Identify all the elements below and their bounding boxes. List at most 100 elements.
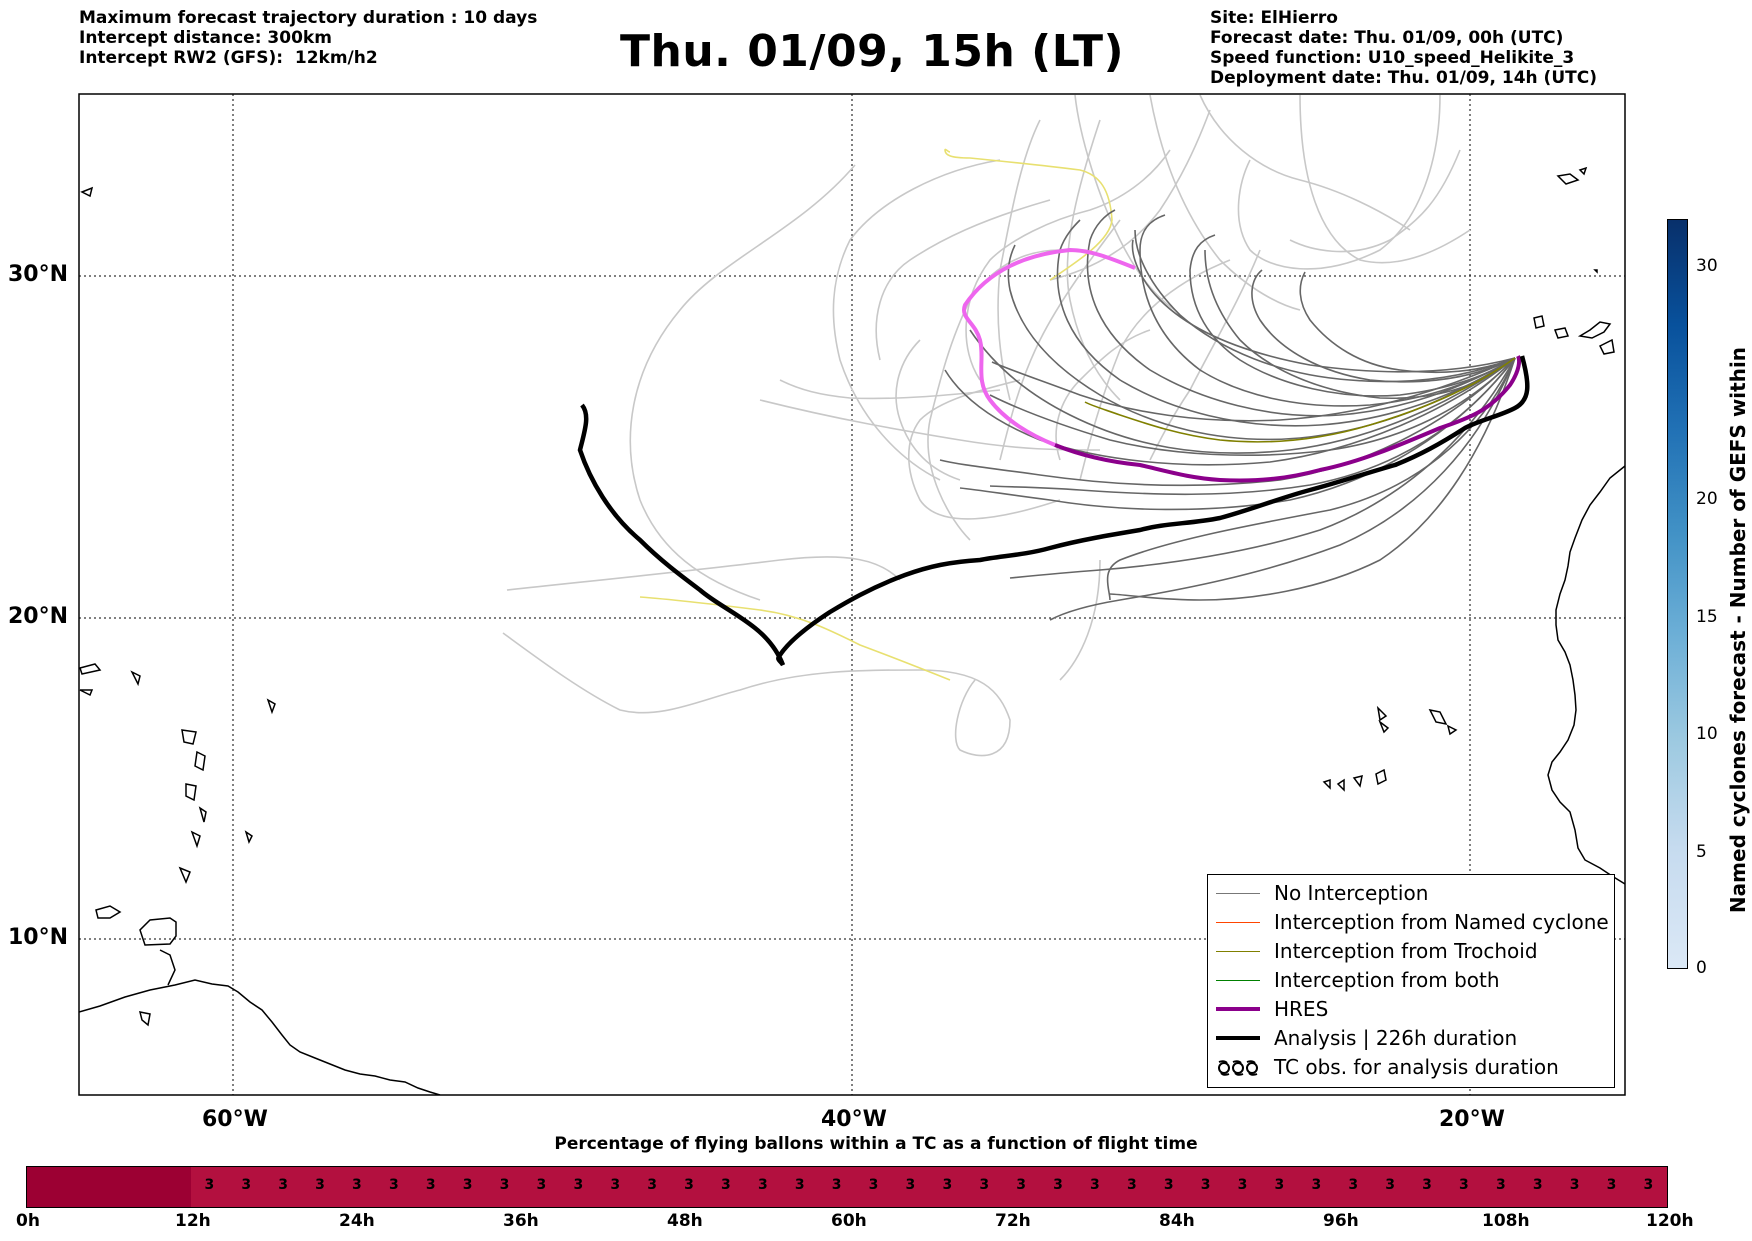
map-frame (78, 93, 1626, 1096)
colorbar-tick-0: 0 (1696, 958, 1707, 978)
tc-bar-tick-label: 36h (503, 1211, 539, 1231)
tc-bar-cell: 3 (1643, 1177, 1654, 1193)
tc-bar-cell: 3 (1606, 1177, 1617, 1193)
tc-bar-cell: 3 (1237, 1177, 1248, 1193)
caribbean-islands-1 (159, 949, 176, 986)
tc-bar-tick-label: 84h (1159, 1211, 1195, 1231)
colorbar-tick-10: 10 (1696, 724, 1718, 744)
no-interception-tracks (939, 209, 1516, 621)
page-title: Thu. 01/09, 15h (LT) (620, 26, 1125, 77)
lat-label-10n: 10°N (8, 925, 69, 950)
tc-bar-cell: 3 (499, 1177, 510, 1193)
tc-bar-cell: 3 (1532, 1177, 1543, 1193)
island-d (194, 750, 206, 772)
canary-small (1593, 269, 1598, 274)
named-cyclones-colorbar (1667, 219, 1688, 969)
tc-bar-cell: 3 (979, 1177, 990, 1193)
tc-bar-cell: 3 (1090, 1177, 1100, 1193)
island-f (178, 866, 191, 884)
line-orange-icon (1216, 921, 1260, 923)
legend-item-named-cyclone: Interception from Named cyclone (1216, 908, 1609, 936)
tc-bar-cell: 3 (315, 1177, 325, 1193)
tc-bar-cell: 3 (1348, 1177, 1359, 1193)
tc-bar-cell: 3 (1495, 1177, 1506, 1193)
line-green-icon (1216, 979, 1260, 981)
tc-bar-cell: 3 (1422, 1177, 1432, 1193)
tc-bar-cell: 3 (1459, 1177, 1469, 1193)
tc-bar-cell: 3 (942, 1177, 953, 1193)
hres-track (1054, 355, 1521, 483)
tc-bar-tick-label: 72h (995, 1211, 1031, 1231)
line-olive-icon (1216, 950, 1260, 952)
forecast-date-text: Forecast date: Thu. 01/09, 00h (UTC) (1210, 28, 1564, 48)
lat-label-20n: 20°N (8, 604, 69, 629)
madeira-islands (1556, 166, 1588, 185)
tc-bar-cell: 3 (610, 1177, 621, 1193)
colorbar-tick-15: 15 (1696, 607, 1718, 627)
deployment-date-text: Deployment date: Thu. 01/09, 14h (UTC) (1210, 68, 1597, 88)
map-grid (79, 94, 1625, 1095)
colorbar-title: Named cyclones forecast - Number of GEFS… (1726, 346, 1752, 914)
tc-bar-cell: 3 (1274, 1177, 1285, 1193)
line-black-thick-icon (1216, 1036, 1260, 1040)
tc-bar-cell: 3 (905, 1177, 916, 1193)
map-legend: No Interception Interception from Named … (1207, 874, 1615, 1088)
colorbar-tick-20: 20 (1696, 489, 1718, 509)
island-i (244, 830, 253, 845)
tc-bar-cell: 3 (1311, 1177, 1322, 1193)
tc-bar-title: Percentage of flying ballons within a TC… (554, 1134, 1198, 1154)
tc-bar-cell: 3 (1126, 1177, 1137, 1193)
south-america-coast (79, 979, 441, 1095)
tc-bar-cell: 3 (388, 1177, 399, 1193)
tc-bar-cell: 3 (721, 1177, 731, 1193)
tc-bar-tick-label: 96h (1323, 1211, 1359, 1231)
speed-function-text: Speed function: U10_speed_Helikite_3 (1210, 48, 1575, 68)
tc-bar-cell: 3 (1569, 1177, 1580, 1193)
island-e (181, 729, 197, 745)
tc-bar-cell: 3 (647, 1177, 657, 1193)
island-k (79, 689, 94, 697)
legend-item-analysis: Analysis | 226h duration (1216, 1024, 1517, 1052)
tc-bar-cell: 3 (462, 1177, 473, 1193)
analysis-track (577, 355, 1530, 667)
intercept-distance-text: Intercept distance: 300km (79, 28, 332, 48)
lon-label-60w: 60°W (202, 1107, 268, 1132)
max-duration-text: Maximum forecast trajectory duration : 1… (79, 8, 538, 28)
lon-label-40w: 40°W (821, 1107, 887, 1132)
tc-bar-cell: 3 (1163, 1177, 1174, 1193)
island-b (138, 1011, 151, 1027)
tc-bar-cell: 3 (1200, 1177, 1211, 1193)
lon-label-20w: 20°W (1439, 1107, 1505, 1132)
island-h (198, 806, 207, 823)
tc-bar-cell: 3 (1053, 1177, 1063, 1193)
tc-bar-cell: 3 (1016, 1177, 1026, 1193)
tc-bar-cell: 3 (794, 1177, 805, 1193)
tc-bar-cell: 3 (278, 1177, 288, 1193)
island-l (266, 698, 276, 715)
africa-coast (1547, 465, 1625, 885)
tc-bar-cell: 3 (241, 1177, 252, 1193)
yellow-tracks (639, 148, 1113, 681)
tc-bar-cell: 3 (536, 1177, 547, 1193)
tc-bar-cell: 3 (1385, 1177, 1395, 1193)
intercept-rw2-text: Intercept RW2 (GFS): 12km/h2 (79, 48, 378, 68)
header-left-info: Maximum forecast trajectory duration : 1… (79, 8, 537, 68)
tc-percentage-bar: 3 3 3 3 3 3 3 3 3 3 3 3 3 3 3 3 3 3 3 3 3 3 3 3 3 3 3 3 3 3 3 3 3 3 3 3 3 3 3 3 (26, 1166, 1668, 1208)
island-j (79, 663, 102, 675)
header-right-info: Site: ElHierro Forecast date: Thu. 01/09… (1210, 8, 1597, 88)
ensemble-tracks-light (502, 94, 1471, 757)
legend-item-both: Interception from both (1216, 966, 1500, 994)
tc-bar-tick-label: 60h (831, 1211, 867, 1231)
cape-verde-islands (1322, 705, 1458, 792)
tc-bar-first-segment (27, 1167, 191, 1207)
tc-bar-cell: 3 (684, 1177, 694, 1193)
tc-bar-tick-label: 24h (339, 1211, 375, 1231)
line-gray-icon (1216, 892, 1260, 894)
island-m (130, 670, 141, 687)
line-purple-thick-icon (1216, 1007, 1260, 1011)
tc-bar-cell: 3 (757, 1177, 768, 1193)
legend-item-hres: HRES (1216, 995, 1328, 1023)
tc-bar-cell: 3 (425, 1177, 436, 1193)
site-text: Site: ElHierro (1210, 8, 1338, 28)
